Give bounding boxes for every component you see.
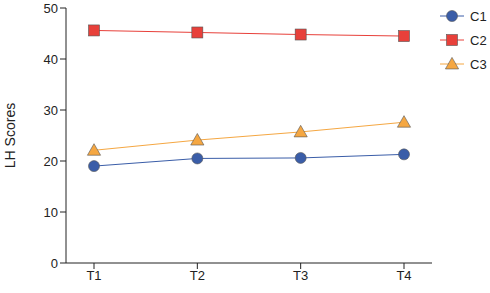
svg-text:10: 10 [44,205,58,220]
svg-text:T1: T1 [86,268,101,283]
svg-text:LH Scores: LH Scores [8,103,18,168]
svg-text:C2: C2 [470,33,482,48]
svg-text:T3: T3 [293,268,308,283]
svg-text:40: 40 [44,52,58,67]
svg-text:0: 0 [51,256,58,271]
svg-text:T4: T4 [396,268,411,283]
svg-text:50: 50 [44,1,58,16]
svg-text:T2: T2 [190,268,205,283]
svg-text:20: 20 [44,154,58,169]
svg-text:C3: C3 [470,57,482,72]
svg-text:30: 30 [44,103,58,118]
svg-text:C1: C1 [470,9,482,24]
